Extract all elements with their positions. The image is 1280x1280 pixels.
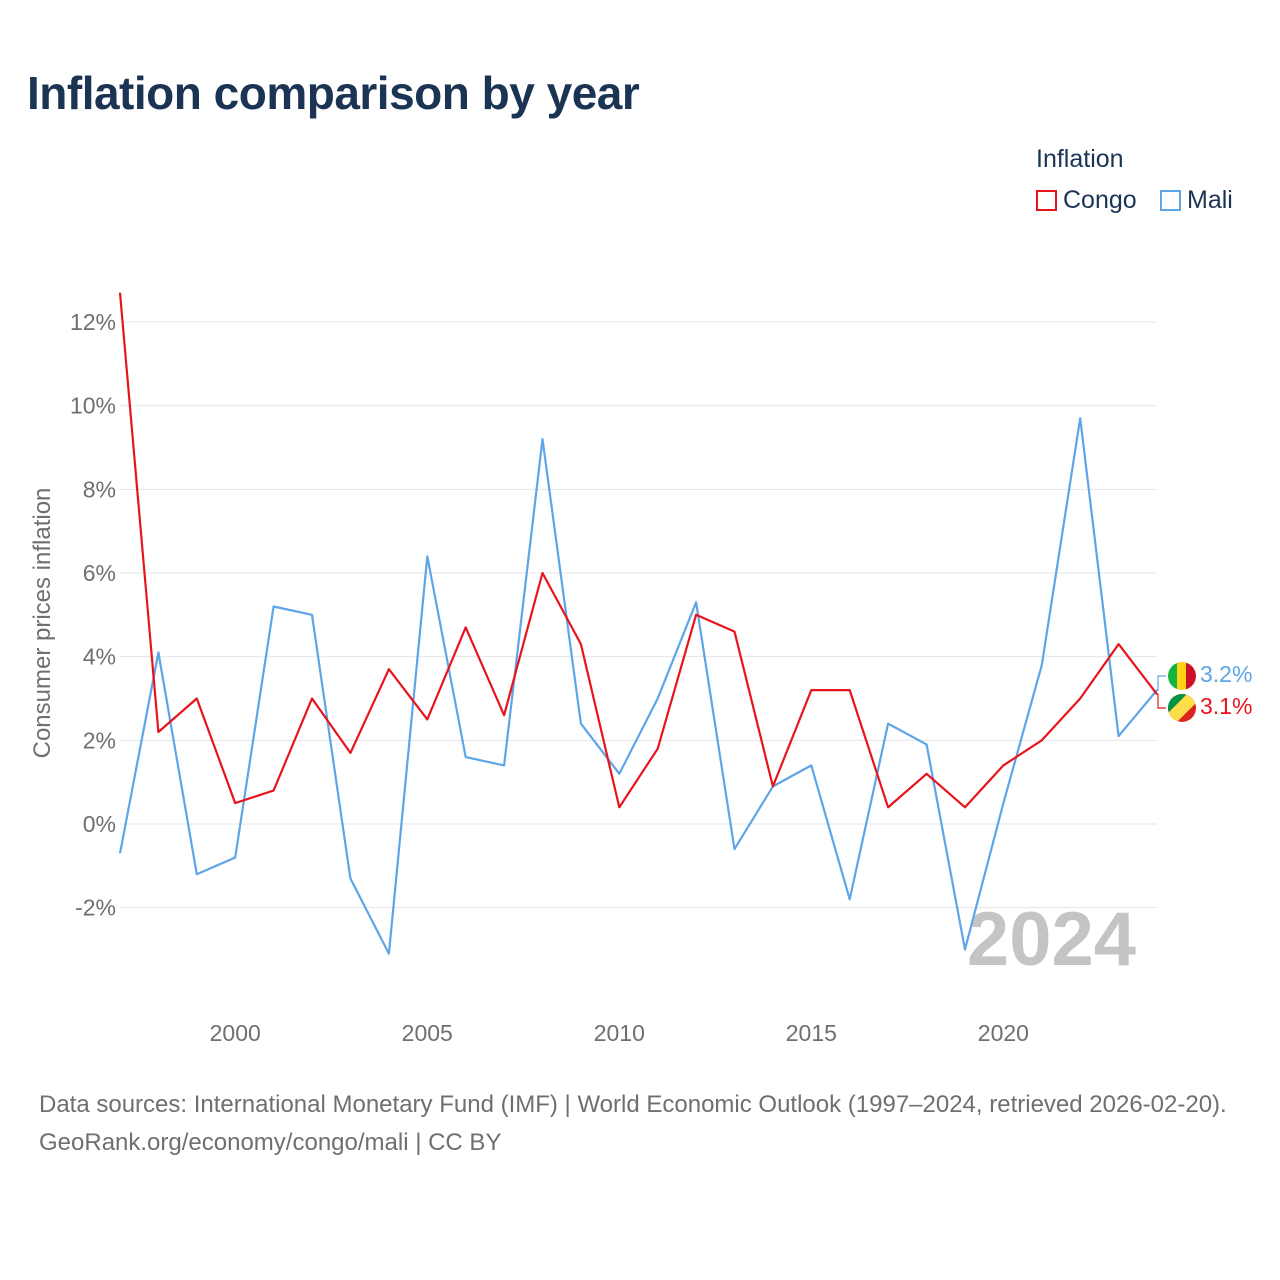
x-tick-label: 2015 [786,1020,837,1046]
series-line-congo [118,292,1158,809]
line-chart: 12% 10% 8% 6% 4% 2% 0% -2% 2000 2005 2010 2015 2020… [29,292,1252,1046]
end-label-mali: 3.2% [1200,661,1252,687]
footer: Data sources: International Monetary Fun… [39,1086,1254,1162]
y-axis-ticks: 12% 10% 8% 6% 4% 2% 0% -2% [70,309,116,921]
y-tick-label: 2% [83,727,116,753]
x-axis-ticks: 2000 2005 2010 2015 2020 [210,1020,1029,1046]
legend-label-mali: Mali [1187,186,1233,214]
y-tick-label: 12% [70,309,116,335]
legend-title: Inflation [1036,145,1124,173]
legend-swatch-mali [1160,190,1181,211]
end-leader-congo [1157,693,1166,709]
mali-flag-icon [1168,662,1196,690]
grid-lines [120,321,1157,909]
y-tick-label: 4% [83,644,116,670]
series-line-mali [118,417,1158,955]
legend-label-congo: Congo [1063,186,1137,214]
y-tick-label: 0% [83,811,116,837]
x-tick-label: 2000 [210,1020,261,1046]
year-watermark: 2024 [967,897,1136,982]
legend-item-congo[interactable]: Congo [1036,186,1137,215]
x-tick-label: 2005 [402,1020,453,1046]
attribution-link[interactable]: GeoRank.org/economy/congo/mali | CC BY [39,1129,502,1156]
legend-swatch-congo [1036,190,1057,211]
legend-item-mali[interactable]: Mali [1160,186,1233,215]
congo-flag-icon [1168,694,1196,722]
y-tick-label: 8% [83,476,116,502]
y-tick-label: 10% [70,393,116,419]
y-tick-label: -2% [75,895,116,921]
end-label-congo: 3.1% [1200,693,1252,719]
y-axis-label: Consumer prices inflation [29,488,56,759]
end-leader-mali [1157,675,1166,691]
x-tick-label: 2020 [978,1020,1029,1046]
page-title: Inflation comparison by year [27,67,640,119]
data-source-note: Data sources: International Monetary Fun… [39,1091,1227,1118]
y-tick-label: 6% [83,560,116,586]
x-tick-label: 2010 [594,1020,645,1046]
